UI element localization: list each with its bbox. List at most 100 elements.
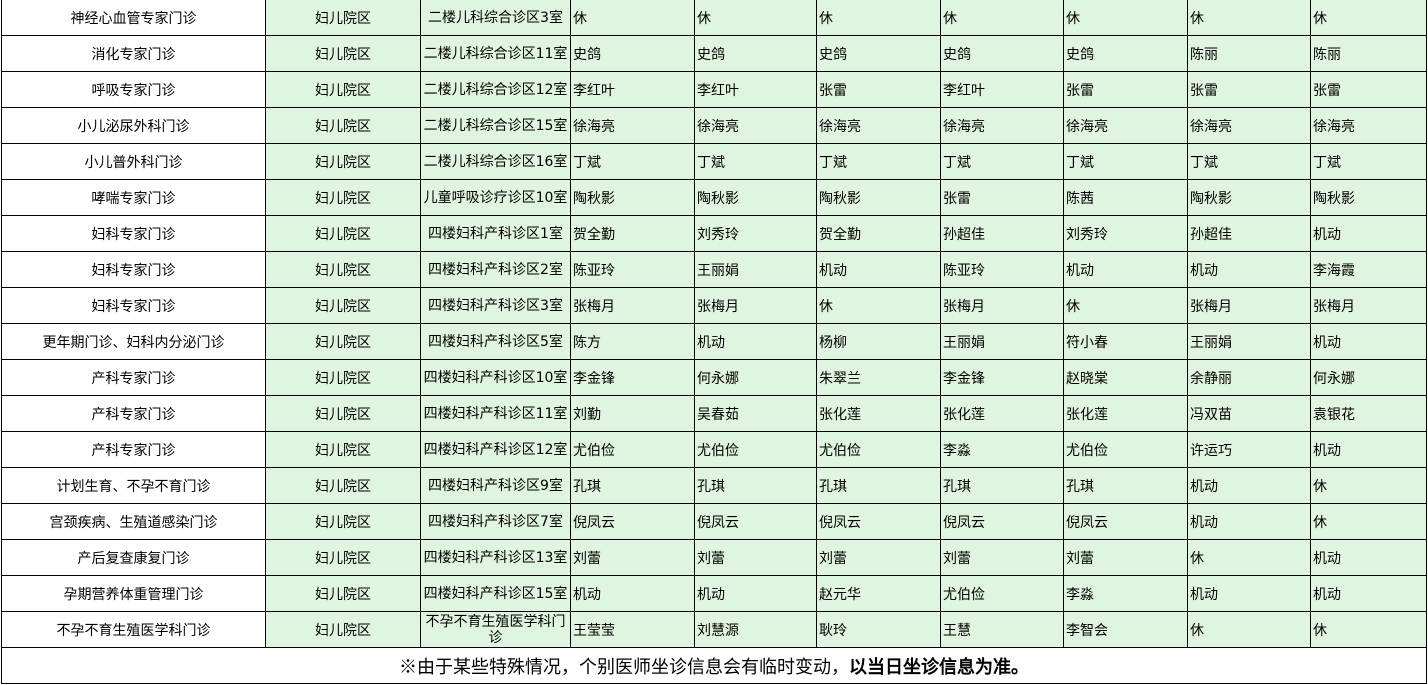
department-cell: 小儿普外科门诊 [1,143,266,180]
doctor-cell: 李红叶 [570,71,695,108]
schedule-body: 神经心血管专家门诊 妇儿院区 二楼儿科综合诊区3室休休休休休休休消化专家门诊 妇儿院区… [1,0,1427,648]
doctor-cell: 机动 [1310,575,1427,612]
doctor-cell: 赵晓棠 [1063,359,1188,396]
doctor-cell: 李淼 [1063,575,1188,612]
location-cell: 二楼儿科综合诊区15室 [420,107,571,144]
campus-cell: 妇儿院区 [265,215,421,252]
doctor-cell: 徐海亮 [816,107,941,144]
campus-cell: 妇儿院区 [265,0,421,36]
doctor-cell: 陈丽 [1187,35,1311,72]
table-row: 产后复查康复门诊 妇儿院区 四楼妇科产科诊区13室 刘蕾 刘蕾 刘蕾 刘蕾 刘蕾休机动 [1,539,1427,576]
doctor-cell: 机动 [1310,539,1427,576]
doctor-cell: 刘蕾 [816,539,941,576]
location-cell: 四楼妇科产科诊区15室 [420,575,571,612]
doctor-cell: 机动 [1310,323,1427,360]
campus-cell: 妇儿院区 [265,539,421,576]
campus-cell: 妇儿院区 [265,503,421,540]
location-cell: 四楼妇科产科诊区1室 [420,215,571,252]
campus-cell: 妇儿院区 [265,251,421,288]
doctor-cell: 王莹莹 [570,611,695,648]
doctor-cell: 张梅月 [1187,287,1311,324]
campus-cell: 妇儿院区 [265,611,421,648]
campus-cell: 妇儿院区 [265,71,421,108]
doctor-cell: 赵元华 [816,575,941,612]
doctor-cell: 刘蕾 [694,539,817,576]
doctor-cell: 吴春茹 [694,395,817,432]
location-cell: 四楼妇科产科诊区9室 [420,467,571,504]
table-row: 产科专家门诊 妇儿院区 四楼妇科产科诊区12室 尤伯俭 尤伯俭 尤伯俭 李淼 尤伯俭 许运巧 机动 [1,431,1427,468]
table-row: 消化专家门诊 妇儿院区 二楼儿科综合诊区11室 史鸽 史鸽 史鸽 史鸽 史鸽 陈丽 陈丽 [1,35,1427,72]
table-row: 小儿泌尿外科门诊 妇儿院区 二楼儿科综合诊区15室 徐海亮 徐海亮 徐海亮 徐海亮 徐海亮 徐海… [1,107,1427,144]
department-cell: 消化专家门诊 [1,35,266,72]
doctor-cell: 尤伯俭 [570,431,695,468]
doctor-cell: 孔琪 [1063,467,1188,504]
doctor-cell: 徐海亮 [1310,107,1427,144]
doctor-cell: 李金锋 [570,359,695,396]
doctor-cell: 休 [816,287,941,324]
doctor-cell: 休 [1310,467,1427,504]
table-row: 神经心血管专家门诊 妇儿院区 二楼儿科综合诊区3室休休休休休休休 [1,0,1427,36]
doctor-cell: 陶秋影 [1310,179,1427,216]
doctor-cell: 丁斌 [1187,143,1311,180]
table-row: 不孕不育生殖医学科门诊 妇儿院区 不孕不育生殖医学科门诊 王莹莹 刘慧源 耿玲 王慧 李智会休… [1,611,1427,648]
doctor-cell: 休 [1310,503,1427,540]
doctor-cell: 尤伯俭 [940,575,1064,612]
location-cell: 不孕不育生殖医学科门诊 [420,611,571,648]
campus-cell: 妇儿院区 [265,395,421,432]
doctor-cell: 刘勤 [570,395,695,432]
doctor-cell: 张雷 [940,179,1064,216]
doctor-cell: 丁斌 [694,143,817,180]
campus-cell: 妇儿院区 [265,179,421,216]
doctor-cell: 刘蕾 [1063,539,1188,576]
doctor-cell: 余静丽 [1187,359,1311,396]
doctor-cell: 张化莲 [1063,395,1188,432]
doctor-cell: 史鸽 [1063,35,1188,72]
department-cell: 妇科专家门诊 [1,251,266,288]
table-row: 计划生育、不孕不育门诊 妇儿院区 四楼妇科产科诊区9室 孔琪 孔琪 孔琪 孔琪 孔琪 机动休 [1,467,1427,504]
doctor-cell: 刘秀玲 [1063,215,1188,252]
doctor-cell: 丁斌 [1310,143,1427,180]
doctor-cell: 朱翠兰 [816,359,941,396]
doctor-cell: 尤伯俭 [1063,431,1188,468]
department-cell: 产后复查康复门诊 [1,539,266,576]
doctor-cell: 张梅月 [694,287,817,324]
doctor-cell: 休 [1310,0,1427,36]
doctor-cell: 张化莲 [816,395,941,432]
doctor-cell: 休 [1063,0,1188,36]
department-cell: 妇科专家门诊 [1,215,266,252]
campus-cell: 妇儿院区 [265,107,421,144]
doctor-cell: 张雷 [816,71,941,108]
campus-cell: 妇儿院区 [265,287,421,324]
table-row: 产科专家门诊 妇儿院区 四楼妇科产科诊区10室 李金锋 何永娜 朱翠兰 李金锋 赵晓棠 余静丽何… [1,359,1427,396]
table-row: 妇科专家门诊 妇儿院区 四楼妇科产科诊区1室 贺全勤 刘秀玲 贺全勤 孙超佳 刘秀玲 孙超佳 机动 [1,215,1427,252]
location-cell: 四楼妇科产科诊区7室 [420,503,571,540]
doctor-cell: 张雷 [1063,71,1188,108]
doctor-cell: 张化莲 [940,395,1064,432]
doctor-cell: 陈丽 [1310,35,1427,72]
doctor-cell: 机动 [1310,431,1427,468]
doctor-cell: 孔琪 [694,467,817,504]
doctor-cell: 陈方 [570,323,695,360]
doctor-cell: 徐海亮 [570,107,695,144]
doctor-cell: 倪凤云 [1063,503,1188,540]
doctor-cell: 陈亚玲 [940,251,1064,288]
doctor-cell: 丁斌 [570,143,695,180]
doctor-cell: 机动 [1187,467,1311,504]
department-cell: 产科专家门诊 [1,431,266,468]
department-cell: 宫颈疾病、生殖道感染门诊 [1,503,266,540]
doctor-cell: 机动 [816,251,941,288]
department-cell: 不孕不育生殖医学科门诊 [1,611,266,648]
location-cell: 四楼妇科产科诊区2室 [420,251,571,288]
doctor-cell: 李淼 [940,431,1064,468]
campus-cell: 妇儿院区 [265,467,421,504]
table-row: 哮喘专家门诊 妇儿院区 儿童呼吸诊疗诊区10室 陶秋影 陶秋影 陶秋影 张雷 陈茜 陶秋影 陶秋影 [1,179,1427,216]
doctor-cell: 陈亚玲 [570,251,695,288]
doctor-cell: 杨柳 [816,323,941,360]
campus-cell: 妇儿院区 [265,359,421,396]
doctor-cell: 倪凤云 [816,503,941,540]
doctor-cell: 徐海亮 [940,107,1064,144]
location-cell: 儿童呼吸诊疗诊区10室 [420,179,571,216]
doctor-cell: 符小春 [1063,323,1188,360]
department-cell: 妇科专家门诊 [1,287,266,324]
